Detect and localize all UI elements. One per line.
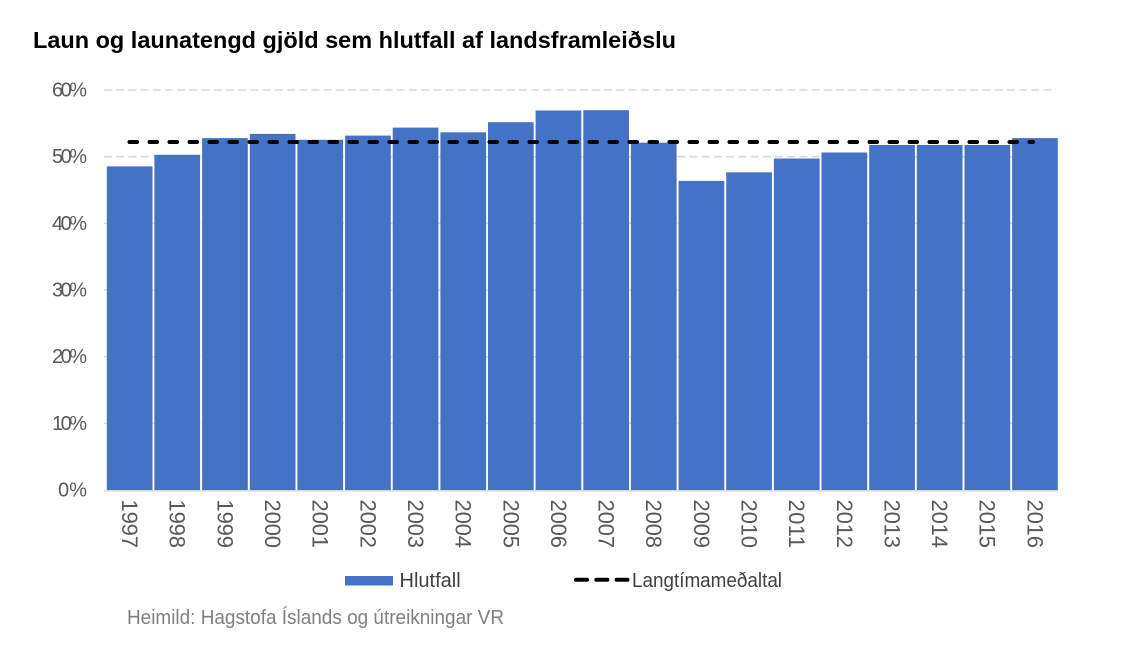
svg-text:2007: 2007 <box>594 500 619 549</box>
svg-text:30%: 30% <box>52 280 87 302</box>
svg-text:2009: 2009 <box>689 500 714 549</box>
svg-text:2010: 2010 <box>737 500 762 549</box>
svg-text:10%: 10% <box>52 413 87 435</box>
svg-text:Heimild: Hagstofa Íslands og ú: Heimild: Hagstofa Íslands og útreikninga… <box>127 606 504 629</box>
svg-text:Laun og launatengd gjöld sem h: Laun og launatengd gjöld sem hlutfall af… <box>33 27 676 53</box>
svg-text:2002: 2002 <box>355 500 380 549</box>
svg-text:Hlutfall: Hlutfall <box>400 570 461 592</box>
svg-text:40%: 40% <box>52 213 87 235</box>
svg-text:2012: 2012 <box>832 500 857 549</box>
svg-text:1997: 1997 <box>117 500 142 549</box>
svg-text:2005: 2005 <box>498 500 523 549</box>
svg-text:2016: 2016 <box>1022 500 1047 549</box>
svg-text:2001: 2001 <box>308 500 333 549</box>
svg-text:2011: 2011 <box>784 500 809 549</box>
svg-text:60%: 60% <box>52 80 87 102</box>
svg-text:2014: 2014 <box>927 500 952 549</box>
svg-text:1999: 1999 <box>212 500 237 549</box>
svg-text:0%: 0% <box>58 480 87 502</box>
svg-text:Langtímameðaltal: Langtímameðaltal <box>632 570 782 592</box>
svg-text:20%: 20% <box>52 346 87 368</box>
svg-text:2004: 2004 <box>451 500 476 549</box>
svg-text:50%: 50% <box>52 146 87 168</box>
svg-text:2008: 2008 <box>641 500 666 549</box>
svg-text:1998: 1998 <box>165 500 190 549</box>
svg-text:2003: 2003 <box>403 500 428 549</box>
svg-text:2000: 2000 <box>260 500 285 549</box>
svg-text:2013: 2013 <box>879 500 904 549</box>
svg-text:2006: 2006 <box>546 500 571 549</box>
svg-text:2015: 2015 <box>975 500 1000 548</box>
